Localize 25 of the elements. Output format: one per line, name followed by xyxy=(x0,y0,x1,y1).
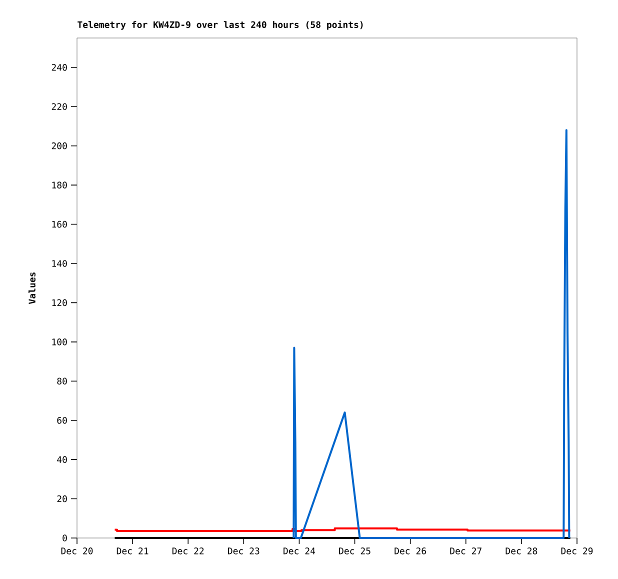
y-tick-label: 40 xyxy=(57,456,67,463)
y-tick-label: 0 xyxy=(62,534,67,542)
x-tick-label: Dec 20 xyxy=(61,548,93,554)
y-tick-label: 220 xyxy=(52,103,67,110)
y-axis-title: Values xyxy=(28,272,36,304)
x-tick-label: Dec 23 xyxy=(228,548,260,554)
x-tick-label: Dec 28 xyxy=(506,548,538,554)
x-tick-label: Dec 22 xyxy=(172,548,204,554)
y-tick-label: 80 xyxy=(57,378,67,385)
y-tick-label: 100 xyxy=(52,338,67,346)
y-tick-label: 140 xyxy=(52,260,67,267)
x-tick-label: Dec 25 xyxy=(339,548,370,554)
y-tick-label: 20 xyxy=(57,495,67,502)
y-tick-label: 200 xyxy=(52,142,67,150)
x-tick-label: Dec 21 xyxy=(116,548,148,554)
chart-title: Telemetry for KW4ZD-9 over last 240 hours (58 points) xyxy=(78,20,363,30)
x-tick-label: Dec 27 xyxy=(450,548,482,554)
y-tick-label: 120 xyxy=(52,299,67,306)
y-tick-label: 240 xyxy=(52,64,67,71)
x-tick-label: Dec 26 xyxy=(394,548,426,554)
x-tick-label: Dec 29 xyxy=(561,548,593,554)
x-tick-label: Dec 24 xyxy=(284,548,316,554)
y-tick-label: 180 xyxy=(52,182,67,188)
y-tick-label: 60 xyxy=(57,416,67,424)
y-tick-label: 160 xyxy=(52,220,67,228)
